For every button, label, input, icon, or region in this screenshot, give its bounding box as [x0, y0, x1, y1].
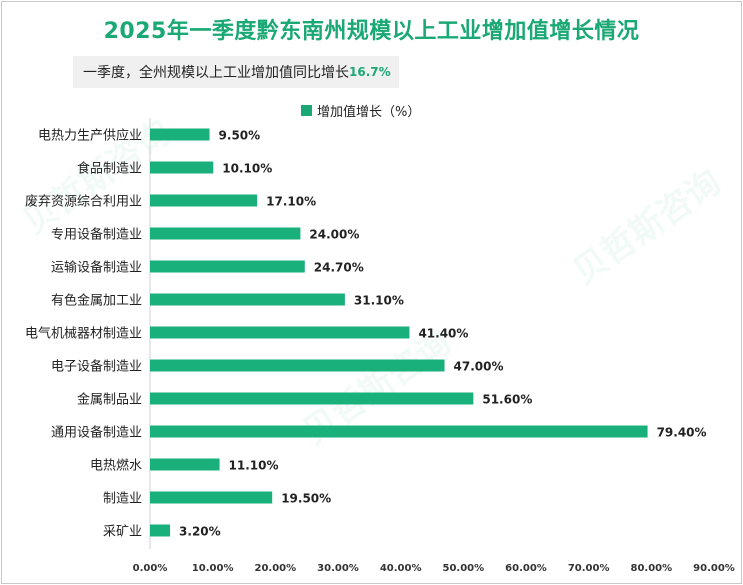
category-label: 电热燃水	[90, 458, 142, 474]
category-label: 采矿业	[103, 525, 142, 540]
x-tick-label: 40.00%	[380, 563, 422, 574]
data-label: 9.50%	[219, 129, 261, 143]
bar	[150, 392, 474, 405]
subtitle-value: 16.7%	[349, 65, 391, 79]
data-label: 24.70%	[314, 261, 364, 275]
category-label: 金属制品业	[77, 392, 142, 408]
data-label: 31.10%	[354, 294, 404, 308]
category-label: 运输设备制造业	[51, 260, 142, 276]
data-label: 24.00%	[309, 228, 359, 242]
x-tick-label: 0.00%	[133, 563, 168, 574]
x-tick-label: 50.00%	[443, 563, 485, 574]
category-label: 电子设备制造业	[51, 359, 142, 375]
data-label: 79.40%	[657, 426, 707, 440]
subtitle-text: 一季度，全州规模以上工业增加值同比增长	[83, 65, 349, 81]
x-tick-label: 70.00%	[568, 563, 610, 574]
x-tick-label: 10.00%	[192, 563, 234, 574]
bar	[150, 227, 301, 240]
bar	[150, 293, 345, 306]
bar	[150, 194, 258, 207]
category-label: 制造业	[103, 492, 142, 507]
category-label: 专用设备制造业	[51, 227, 142, 243]
data-label: 19.50%	[281, 492, 331, 506]
category-label: 电气机械器材制造业	[25, 326, 142, 342]
bar	[150, 491, 273, 504]
data-label: 41.40%	[418, 327, 468, 341]
data-label: 47.00%	[454, 360, 504, 374]
data-label: 11.10%	[229, 459, 279, 473]
legend: 增加值增长（%）	[301, 101, 420, 120]
bar	[150, 359, 445, 372]
bar	[150, 128, 210, 141]
subtitle-box: 一季度，全州规模以上工业增加值同比增长 16.7%	[73, 56, 399, 88]
x-tick-label: 20.00%	[255, 563, 297, 574]
category-label: 废弃资源综合利用业	[25, 194, 142, 210]
bar	[150, 458, 220, 471]
category-label: 电热力生产供应业	[38, 128, 142, 144]
data-label: 10.10%	[222, 162, 272, 176]
bar	[150, 326, 410, 339]
x-tick-label: 60.00%	[505, 563, 547, 574]
category-label: 有色金属加工业	[51, 293, 142, 309]
x-tick-label: 90.00%	[693, 563, 735, 574]
x-tick-label: 30.00%	[317, 563, 359, 574]
data-label: 51.60%	[482, 393, 532, 407]
bar	[150, 425, 648, 438]
category-label: 通用设备制造业	[51, 425, 142, 441]
data-label: 3.20%	[179, 525, 221, 539]
chart-title: 2025年一季度黔东南州规模以上工业增加值增长情况	[103, 19, 640, 44]
x-tick-label: 80.00%	[631, 563, 673, 574]
bar	[150, 260, 305, 273]
legend-swatch	[301, 105, 312, 116]
category-label: 食品制造业	[77, 161, 142, 177]
legend-label: 增加值增长（%）	[317, 105, 421, 120]
data-label: 17.10%	[266, 195, 316, 209]
bar	[150, 161, 214, 174]
bar	[150, 524, 171, 537]
